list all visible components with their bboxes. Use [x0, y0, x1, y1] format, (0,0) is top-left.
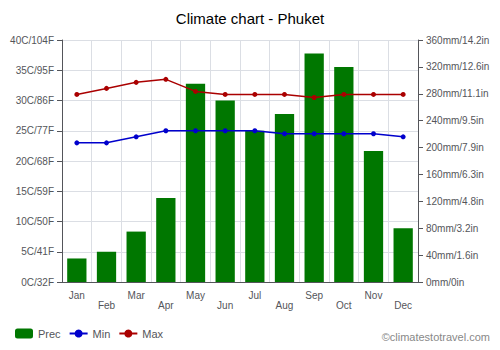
svg-text:10C/50F: 10C/50F [16, 216, 54, 227]
svg-text:40mm/1.6in: 40mm/1.6in [426, 250, 478, 261]
svg-text:200mm/7.9in: 200mm/7.9in [426, 142, 484, 153]
svg-text:Climate chart - Phuket: Climate chart - Phuket [176, 10, 325, 27]
svg-text:280mm/11.1in: 280mm/11.1in [426, 88, 489, 99]
svg-text:Nov: Nov [365, 290, 383, 301]
svg-text:35C/95F: 35C/95F [16, 65, 54, 76]
svg-text:Apr: Apr [158, 300, 174, 311]
svg-text:0mm/0in: 0mm/0in [426, 277, 464, 288]
svg-text:Oct: Oct [336, 300, 352, 311]
svg-text:Jul: Jul [248, 290, 261, 301]
svg-text:Max: Max [142, 328, 163, 340]
svg-text:Mar: Mar [128, 290, 146, 301]
svg-text:120mm/4.8in: 120mm/4.8in [426, 196, 484, 207]
svg-text:Min: Min [93, 328, 111, 340]
svg-text:May: May [186, 290, 205, 301]
svg-text:©climatestotravel.com: ©climatestotravel.com [382, 331, 490, 343]
svg-text:320mm/12.6in: 320mm/12.6in [426, 61, 489, 72]
svg-text:Feb: Feb [98, 300, 116, 311]
svg-text:30C/86F: 30C/86F [16, 95, 54, 106]
svg-text:80mm/3.2in: 80mm/3.2in [426, 223, 478, 234]
svg-text:160mm/6.3in: 160mm/6.3in [426, 169, 484, 180]
svg-text:Sep: Sep [305, 290, 323, 301]
svg-text:Dec: Dec [394, 300, 412, 311]
svg-text:40C/104F: 40C/104F [10, 35, 54, 46]
svg-text:360mm/14.2in: 360mm/14.2in [426, 35, 489, 46]
svg-text:Jun: Jun [217, 300, 233, 311]
svg-text:15C/59F: 15C/59F [16, 186, 54, 197]
svg-text:20C/68F: 20C/68F [16, 156, 54, 167]
svg-text:5C/41F: 5C/41F [21, 246, 54, 257]
svg-text:0C/32F: 0C/32F [21, 277, 54, 288]
svg-text:Aug: Aug [276, 300, 294, 311]
svg-text:240mm/9.5in: 240mm/9.5in [426, 115, 484, 126]
svg-text:25C/77F: 25C/77F [16, 125, 54, 136]
svg-text:Jan: Jan [69, 290, 85, 301]
svg-text:Prec: Prec [38, 328, 61, 340]
